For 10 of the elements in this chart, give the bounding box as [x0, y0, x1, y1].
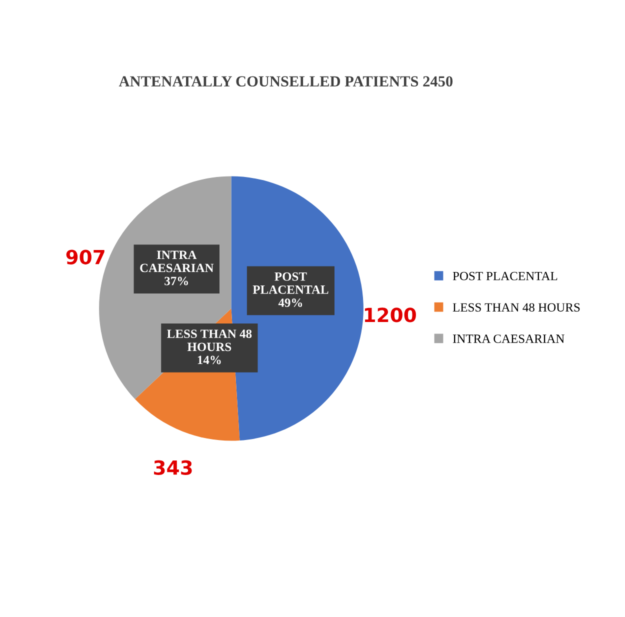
text: POST PLACENTAL 49%: [252, 272, 328, 307]
data-label: 343: [154, 460, 192, 475]
legend-label: LESS THAN 48 HOURS: [452, 303, 580, 312]
chart-title: ANTENATALLY COUNSELLED PATIENTS 2450: [118, 76, 453, 87]
data-label: 1200: [364, 308, 416, 322]
text: INTRA CAESARIAN 37%: [140, 250, 214, 286]
data-label: 907: [66, 250, 104, 264]
legend-label: POST PLACENTAL: [452, 272, 558, 280]
legend-label: INTRA CAESARIAN: [452, 334, 564, 343]
text: LESS THAN 48 HOURS 14%: [167, 330, 252, 364]
